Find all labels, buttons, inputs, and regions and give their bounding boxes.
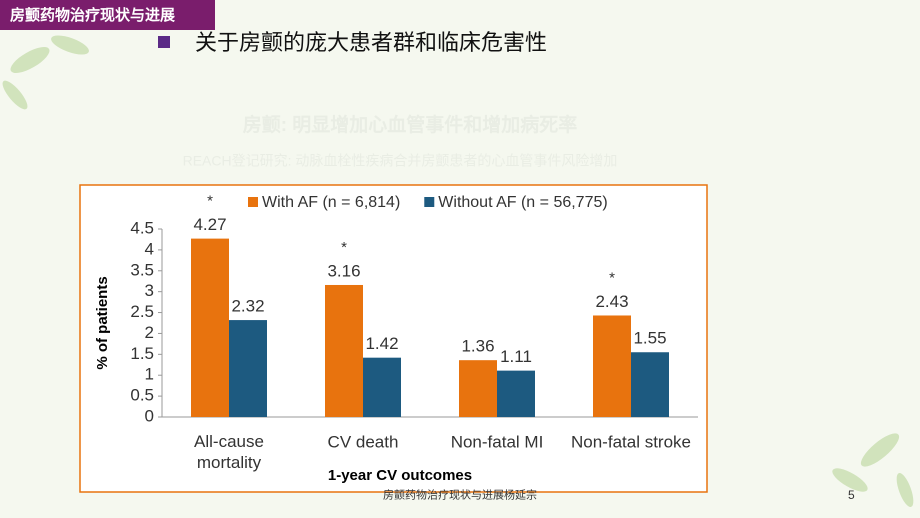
legend-label: With AF (n = 6,814) (262, 194, 400, 211)
heading: 关于房颤的庞大患者群和临床危害性 (195, 30, 547, 55)
y-tick-label: 1.5 (130, 344, 154, 363)
y-axis-title: % of patients (94, 276, 111, 369)
y-tick-label: 3.5 (130, 260, 154, 279)
header-bar (0, 0, 215, 30)
x-tick-label: Non-fatal stroke (571, 432, 691, 451)
significance-mark: * (609, 269, 615, 286)
bar (325, 284, 363, 417)
x-tick-label: Non-fatal MI (451, 432, 544, 451)
y-tick-label: 1 (145, 365, 154, 384)
header-title: 房颤药物治疗现状与进展 (10, 6, 175, 24)
y-tick-label: 3 (145, 281, 154, 300)
y-tick-label: 2.5 (130, 302, 154, 321)
value-label: 3.16 (327, 261, 360, 280)
legend-swatch (248, 197, 258, 207)
bar (593, 315, 631, 417)
faded-title: 房颤: 明显增加心血管事件和增加病死率 (243, 113, 578, 136)
x-tick-label: CV death (328, 432, 399, 451)
x-axis-title: 1-year CV outcomes (328, 467, 472, 484)
value-label: 1.11 (500, 347, 532, 366)
y-tick-label: 2 (145, 323, 154, 342)
bullet (158, 36, 170, 48)
y-tick-label: 0.5 (130, 386, 154, 405)
value-label: 4.27 (193, 215, 226, 234)
value-label: 1.36 (461, 337, 494, 356)
legend-label: Without AF (n = 56,775) (438, 194, 607, 211)
bar (497, 370, 535, 417)
bar (459, 360, 497, 417)
value-label: 2.43 (595, 292, 628, 311)
value-label: 1.42 (365, 334, 398, 353)
significance-mark: * (207, 193, 213, 210)
y-tick-label: 4.5 (130, 218, 154, 237)
value-label: 1.55 (633, 329, 666, 348)
legend-swatch (424, 197, 435, 207)
page-number: 5 (848, 488, 855, 502)
x-tick-label: All-cause mortality (194, 432, 264, 472)
leaf-decoration (2, 35, 914, 508)
y-tick-label: 4 (145, 239, 154, 258)
value-label: 2.32 (231, 297, 264, 316)
faded-subtitle: REACH登记研究: 动脉血栓性疾病合并房颤患者的心血管事件风险增加 (183, 153, 618, 169)
bar (363, 357, 401, 417)
y-tick-label: 0 (145, 406, 154, 425)
bar (229, 320, 267, 417)
bar (191, 238, 229, 417)
bar (631, 352, 669, 417)
footer-text: 房颤药物治疗现状与进展杨延宗 (383, 488, 537, 502)
significance-mark: * (341, 239, 347, 256)
